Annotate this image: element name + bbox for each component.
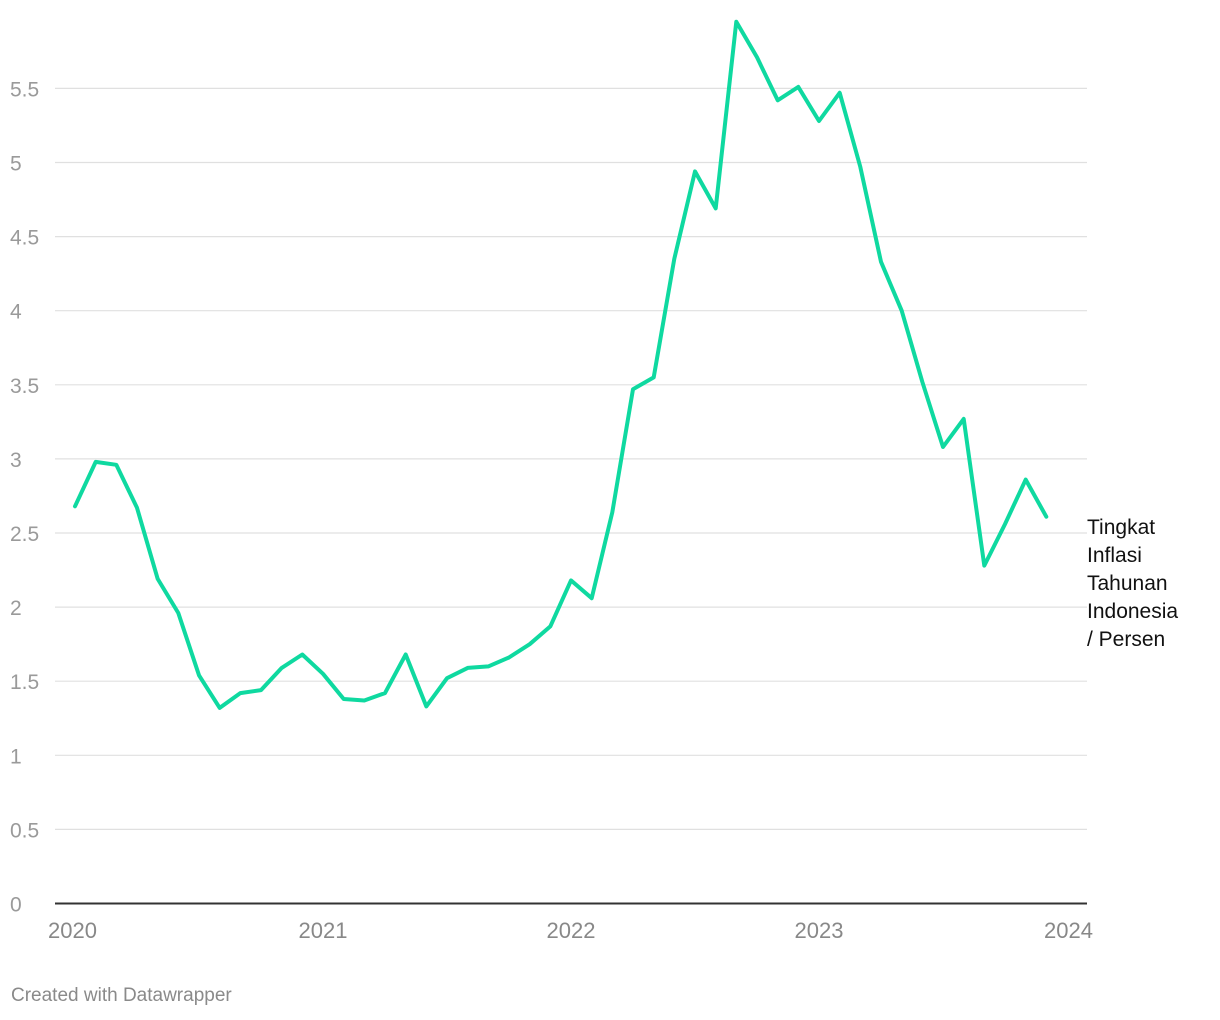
series-label-line: Inflasi — [1087, 544, 1142, 567]
y-tick-label: 3 — [10, 449, 22, 472]
y-tick-label: 0 — [10, 894, 22, 917]
y-tick-label: 2 — [10, 597, 22, 620]
y-axis-ticks: 0 0.5 1 1.5 2 2.5 3 3.5 4 4.5 5 5.5 — [10, 78, 39, 916]
y-tick-label: 3.5 — [10, 375, 39, 398]
y-tick-label: 5 — [10, 153, 22, 176]
y-tick-label: 4 — [10, 301, 22, 324]
x-tick-label: 2024 — [1044, 918, 1093, 943]
grid-lines — [55, 87, 1087, 831]
y-tick-label: 5.5 — [10, 78, 39, 101]
series-label-line: Tahunan — [1087, 572, 1168, 595]
x-tick-label: 2021 — [299, 918, 348, 943]
series-label-line: / Persen — [1087, 628, 1166, 651]
x-tick-label: 2022 — [547, 918, 596, 943]
series-layer — [73, 19, 1049, 710]
x-tick-label: 2023 — [795, 918, 844, 943]
y-tick-label: 1 — [10, 745, 22, 768]
series-label: Tingkat Inflasi Tahunan Indonesia / Pers… — [1087, 514, 1217, 654]
y-tick-label: 2.5 — [10, 523, 39, 546]
y-tick-label: 4.5 — [10, 227, 39, 250]
series-label-line: Tingkat — [1087, 516, 1156, 539]
credit-link[interactable]: Created with Datawrapper — [11, 985, 232, 1006]
series-label-line: Indonesia — [1087, 600, 1179, 623]
x-tick-label: 2020 — [48, 918, 97, 943]
series-line — [73, 19, 1049, 710]
x-axis-ticks: 2020 2021 2022 2023 2024 — [48, 918, 1093, 943]
y-tick-label: 1.5 — [10, 671, 39, 694]
y-tick-label: 0.5 — [10, 819, 39, 842]
